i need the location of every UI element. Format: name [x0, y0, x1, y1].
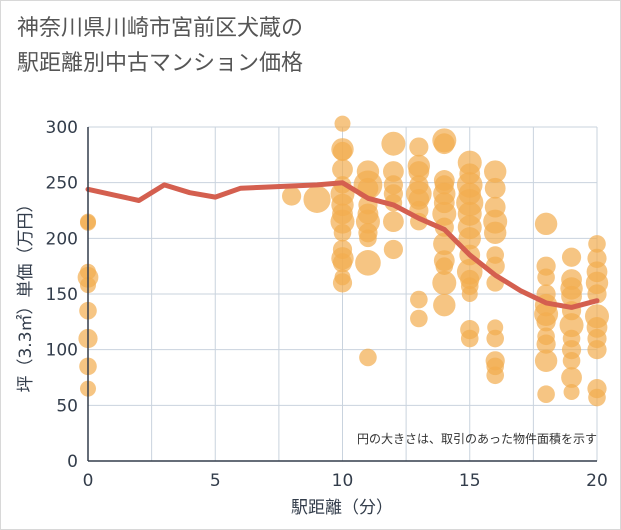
data-point — [435, 257, 454, 275]
scatter-points — [77, 115, 609, 407]
data-point — [486, 329, 505, 348]
size-note: 円の大きさは、取引のあった物件面積を示す — [357, 431, 597, 446]
data-point — [332, 273, 353, 293]
data-point — [534, 212, 558, 236]
data-point — [460, 329, 479, 348]
data-point — [333, 223, 352, 242]
data-point — [332, 253, 353, 273]
data-point — [282, 186, 302, 206]
y-tick-label: 200 — [46, 229, 78, 249]
data-point — [334, 115, 351, 132]
data-point — [432, 270, 457, 295]
y-tick-label: 300 — [46, 118, 78, 138]
data-point — [537, 385, 555, 404]
data-point — [484, 221, 507, 244]
data-point — [587, 284, 607, 304]
data-point — [588, 388, 606, 407]
data-point — [484, 160, 507, 183]
data-point — [461, 286, 478, 302]
x-tick-label: 0 — [83, 471, 94, 491]
y-tick-label: 0 — [67, 452, 78, 472]
data-point — [561, 285, 582, 307]
data-point — [408, 161, 430, 182]
y-tick-labels: 0 50 100 150 200 250 300 — [46, 118, 78, 472]
x-tick-label: 10 — [332, 471, 354, 491]
data-point — [537, 268, 555, 287]
data-point — [383, 239, 403, 260]
x-tick-label: 15 — [459, 471, 481, 491]
data-point — [409, 137, 429, 157]
data-point — [410, 309, 428, 328]
data-point — [562, 352, 581, 370]
data-point — [383, 211, 404, 233]
x-tick-label: 20 — [586, 471, 608, 491]
y-tick-label: 100 — [46, 341, 78, 361]
data-point — [536, 312, 556, 332]
data-point — [332, 158, 353, 180]
data-point — [458, 227, 481, 250]
y-tick-label: 150 — [46, 285, 78, 305]
y-axis-title: 坪（3.3㎡）単価（万円） — [16, 195, 36, 392]
y-tick-label: 250 — [46, 174, 78, 194]
trend-line — [85, 180, 600, 310]
data-point — [587, 340, 607, 360]
data-point — [561, 247, 582, 267]
x-axis-title: 駅距離（分） — [291, 498, 393, 518]
data-point — [359, 229, 377, 248]
data-point — [433, 293, 456, 317]
chart-title: 神奈川県川崎市宮前区犬蔵の 駅距離別中古マンション価格 — [17, 16, 304, 76]
data-point — [534, 349, 558, 372]
data-point — [355, 250, 381, 276]
data-point — [433, 133, 455, 155]
x-tick-label: 5 — [210, 471, 221, 491]
data-point — [303, 185, 331, 213]
data-point — [332, 141, 353, 162]
data-point — [536, 334, 556, 354]
data-point — [588, 235, 606, 253]
axes — [87, 127, 597, 462]
x-tick-labels: 0 5 10 15 20 — [83, 471, 608, 491]
data-point — [559, 313, 584, 338]
data-point — [563, 383, 580, 400]
data-point — [359, 348, 377, 367]
data-point — [383, 161, 404, 182]
data-point — [410, 290, 428, 309]
data-point — [561, 367, 582, 388]
data-point — [484, 177, 506, 199]
y-tick-label: 50 — [56, 396, 78, 416]
data-point — [381, 131, 406, 156]
data-point — [486, 366, 505, 385]
